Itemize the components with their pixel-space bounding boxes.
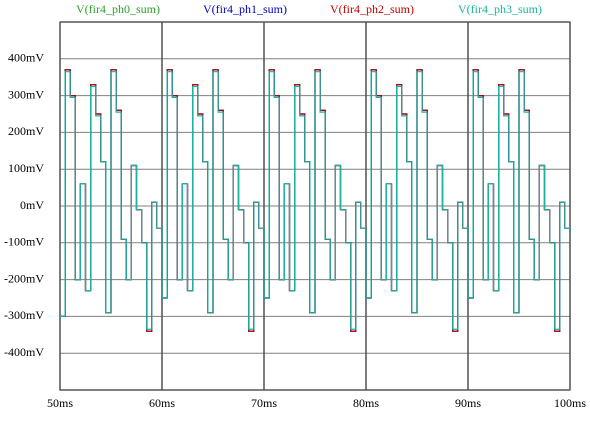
- legend-entry: V(fir4_ph2_sum): [330, 2, 414, 16]
- legend-entry: V(fir4_ph1_sum): [203, 2, 287, 16]
- y-tick-label: 200mV: [8, 124, 44, 138]
- y-tick-label: 0mV: [20, 198, 44, 212]
- legend-entry: V(fir4_ph3_sum): [458, 2, 542, 16]
- x-tick-label: 50ms: [47, 396, 73, 410]
- x-tick-label: 90ms: [455, 396, 481, 410]
- y-tick-label: 300mV: [8, 87, 44, 101]
- x-tick-label: 60ms: [149, 396, 175, 410]
- x-tick-label: 80ms: [353, 396, 379, 410]
- y-tick-label: -300mV: [4, 308, 44, 322]
- x-tick-label: 100ms: [554, 396, 586, 410]
- y-tick-label: -100mV: [4, 235, 44, 249]
- legend-entry: V(fir4_ph0_sum): [76, 2, 160, 16]
- y-tick-label: -400mV: [4, 345, 44, 359]
- y-tick-label: 400mV: [8, 51, 44, 65]
- series-line: [60, 71, 571, 330]
- y-tick-label: -200mV: [4, 271, 44, 285]
- y-tick-label: 100mV: [8, 161, 44, 175]
- x-tick-label: 70ms: [251, 396, 277, 410]
